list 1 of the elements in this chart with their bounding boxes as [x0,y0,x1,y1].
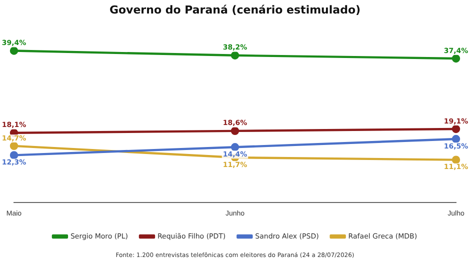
chart-title: Governo do Paraná (cenário estimulado) [109,3,361,16]
